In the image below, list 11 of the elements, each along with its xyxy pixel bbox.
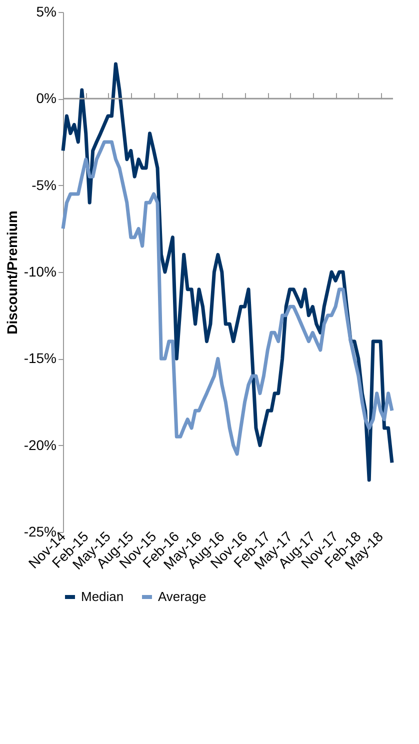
y-tick-label: 5% [36, 4, 56, 20]
legend-label: Median [81, 589, 124, 604]
y-tick-label: -15% [24, 350, 56, 366]
y-axis-title: Discount/Premium [4, 210, 20, 334]
y-tick-label: -20% [24, 436, 56, 453]
y-tick-label: 0% [36, 90, 56, 106]
line-series [61, 140, 394, 456]
y-tick-label: -10% [24, 264, 56, 280]
y-tick-label: -5% [32, 176, 56, 193]
legend-label: Average [158, 589, 206, 604]
line-series [61, 62, 394, 482]
